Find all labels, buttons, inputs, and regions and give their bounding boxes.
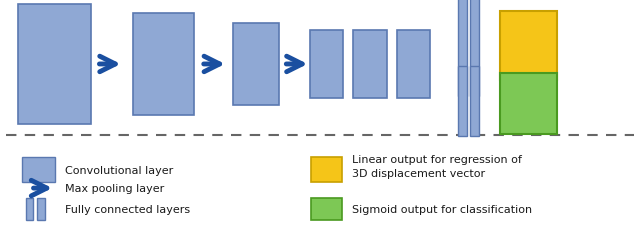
Bar [22, 158, 55, 182]
Bar [37, 198, 45, 220]
Bar [500, 74, 557, 134]
Bar [26, 198, 33, 220]
Text: Convolutional layer: Convolutional layer [65, 165, 173, 175]
Text: Fully connected layers: Fully connected layers [65, 204, 191, 214]
Bar [470, 67, 479, 136]
Text: Max pooling layer: Max pooling layer [65, 183, 164, 193]
Bar [311, 198, 342, 220]
Bar [310, 31, 343, 98]
Text: Sigmoid output for classification: Sigmoid output for classification [352, 204, 532, 214]
Bar [233, 24, 279, 105]
Bar [458, 67, 467, 136]
Bar [18, 5, 92, 125]
Bar [470, 0, 479, 97]
Text: Linear output for regression of
3D displacement vector: Linear output for regression of 3D displ… [352, 154, 522, 178]
Bar [311, 158, 342, 182]
Bar [458, 0, 467, 97]
Bar [500, 12, 557, 81]
Bar [133, 14, 193, 116]
Bar [397, 31, 430, 98]
Bar [353, 31, 387, 98]
